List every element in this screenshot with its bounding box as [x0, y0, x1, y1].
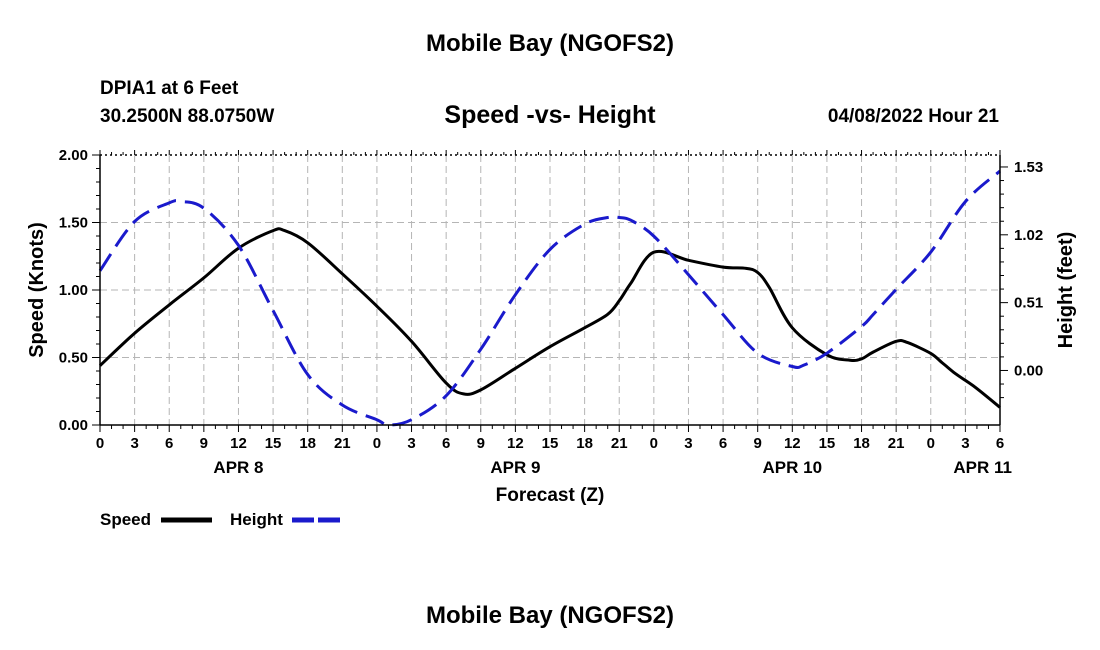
- series-lines: [98, 169, 1001, 427]
- station-coordinates: 30.2500N 88.0750W: [100, 106, 275, 127]
- x-tick-label: 6: [996, 435, 1004, 452]
- y-tick-label: 1.50: [59, 215, 88, 232]
- x-tick-label: 6: [165, 435, 173, 452]
- x-tick-label: 21: [611, 435, 628, 452]
- y2-tick-label: 1.02: [1014, 227, 1043, 244]
- main-title: Mobile Bay (NGOFS2): [425, 30, 675, 57]
- x-tick-label: 0: [96, 435, 104, 452]
- x-tick-label: 9: [200, 435, 208, 452]
- x-tick-label: 12: [784, 435, 801, 452]
- grid-lines: [100, 155, 1000, 425]
- x-tick-label: 21: [334, 435, 351, 452]
- x-tick-label: 18: [299, 435, 316, 452]
- x-tick-label: 18: [853, 435, 870, 452]
- series-line-speed: [98, 227, 1001, 409]
- y2-tick-label: 0.51: [1014, 295, 1043, 312]
- y2-tick-label: 0.00: [1014, 362, 1043, 379]
- x-tick-label: 9: [754, 435, 762, 452]
- x-tick-label: 6: [719, 435, 727, 452]
- date-label: APR 8: [213, 458, 263, 477]
- y-tick-label: 2.00: [59, 147, 88, 164]
- x-tick-label: 0: [650, 435, 658, 452]
- x-tick-label: 0: [373, 435, 381, 452]
- y-axis-title: Speed (Knots): [26, 222, 48, 358]
- x-tick-label: 12: [507, 435, 524, 452]
- x-tick-label: 15: [265, 435, 282, 452]
- x-tick-label: 21: [888, 435, 905, 452]
- x-tick-label: 3: [407, 435, 415, 452]
- date-label: APR 9: [490, 458, 540, 477]
- x-tick-label: 9: [477, 435, 485, 452]
- x-axis-title: Forecast (Z): [496, 485, 605, 506]
- series-line-height: [98, 169, 1001, 427]
- y2-tick-label: 1.53: [1014, 159, 1043, 176]
- forecast-datetime: 04/08/2022 Hour 21: [827, 106, 999, 127]
- legend: Speed Height: [100, 510, 342, 529]
- x-tick-label: 3: [961, 435, 969, 452]
- legend-label-height: Height: [230, 510, 283, 529]
- date-label: APR 10: [763, 458, 823, 477]
- legend-label-speed: Speed: [100, 510, 151, 529]
- axis-ticks: [92, 150, 1008, 432]
- x-tick-label: 3: [684, 435, 692, 452]
- x-tick-label: 3: [130, 435, 138, 452]
- x-tick-label: 0: [927, 435, 935, 452]
- axis-labels: 0 3 6 9 12 15 18 21 0 3 6 9 12 15 18 21 0 3 6 9 12 15 18 21 0 3 6 0…: [26, 147, 1077, 506]
- y-tick-label: 0.00: [59, 417, 88, 434]
- station-label: DPIA1 at 6 Feet: [100, 78, 239, 99]
- x-tick-label: 6: [442, 435, 450, 452]
- x-tick-label: 18: [576, 435, 593, 452]
- date-label: APR 11: [953, 458, 1012, 477]
- y-tick-label: 1.00: [59, 282, 88, 299]
- x-tick-label: 15: [542, 435, 559, 452]
- footer-title: Mobile Bay (NGOFS2): [425, 602, 675, 629]
- y2-axis-title: Height (feet): [1055, 232, 1077, 349]
- plot-title: Speed -vs- Height: [444, 101, 656, 129]
- x-tick-label: 12: [230, 435, 247, 452]
- x-tick-label: 15: [819, 435, 836, 452]
- y-tick-label: 0.50: [59, 350, 88, 367]
